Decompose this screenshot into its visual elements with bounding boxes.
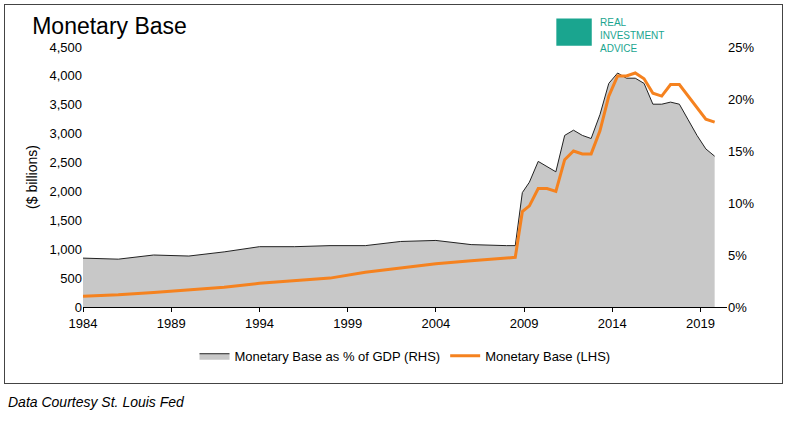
svg-text:3,000: 3,000 (49, 126, 82, 141)
svg-text:Monetary Base as % of GDP (RHS: Monetary Base as % of GDP (RHS) (235, 349, 441, 364)
svg-text:1984: 1984 (69, 316, 98, 331)
svg-text:0: 0 (75, 300, 82, 315)
html-text:Data Courtesy St. Louis Fed: Data Courtesy St. Louis Fed (8, 394, 184, 410)
svg-text:20%: 20% (728, 92, 754, 107)
svg-text:15%: 15% (728, 144, 754, 159)
svg-text:($ billions): ($ billions) (24, 145, 40, 209)
svg-text:10%: 10% (728, 196, 754, 211)
svg-text:1,000: 1,000 (49, 242, 82, 257)
svg-text:1994: 1994 (245, 316, 274, 331)
svg-text:4,500: 4,500 (49, 40, 82, 55)
svg-text:1989: 1989 (157, 316, 186, 331)
svg-text:2,000: 2,000 (49, 184, 82, 199)
svg-text:5%: 5% (728, 248, 747, 263)
svg-text:0%: 0% (728, 300, 747, 315)
svg-text:2019: 2019 (686, 316, 715, 331)
svg-text:1999: 1999 (333, 316, 362, 331)
svg-text:Monetary Base (LHS): Monetary Base (LHS) (485, 349, 610, 364)
svg-text:4,000: 4,000 (49, 68, 82, 83)
svg-text:REALINVESTMENTADVICE: REALINVESTMENTADVICE (600, 17, 664, 54)
svg-text:2014: 2014 (598, 316, 627, 331)
svg-text:25%: 25% (728, 40, 754, 55)
svg-text:2,500: 2,500 (49, 155, 82, 170)
svg-text:500: 500 (60, 271, 82, 286)
svg-text:1,500: 1,500 (49, 213, 82, 228)
svg-text:2004: 2004 (421, 316, 450, 331)
svg-text:Monetary Base: Monetary Base (32, 13, 187, 39)
svg-text:2009: 2009 (510, 316, 539, 331)
svg-text:3,500: 3,500 (49, 97, 82, 112)
